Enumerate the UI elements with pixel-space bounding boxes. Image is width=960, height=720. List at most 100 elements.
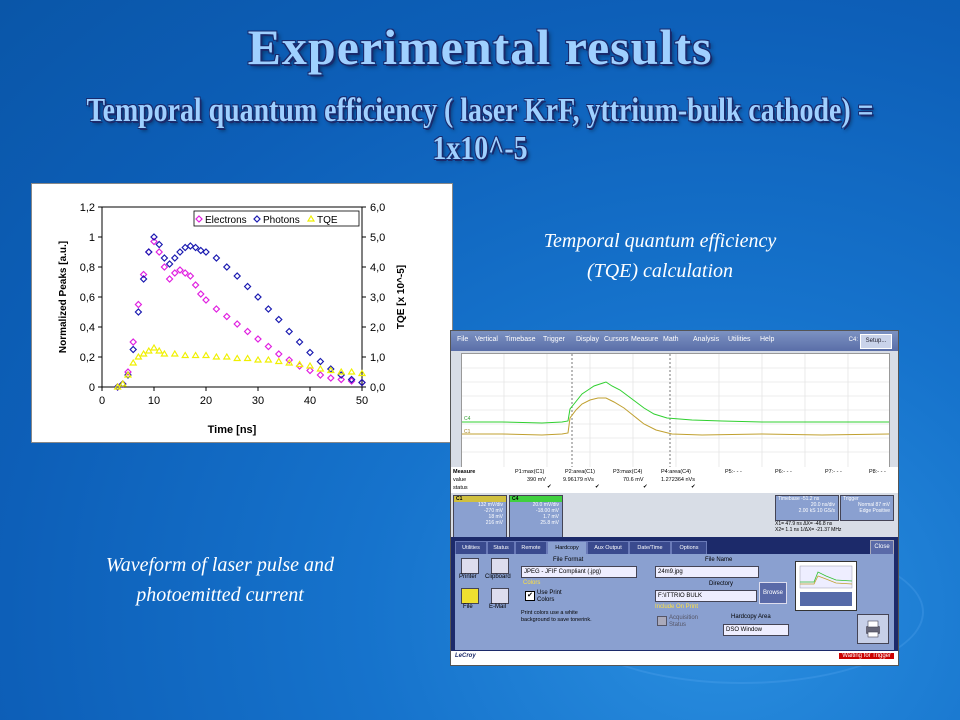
tab-aux-output[interactable]: Aux Output [587, 541, 629, 555]
menu-item-trigger[interactable]: Trigger [543, 336, 565, 343]
y2-tick-label: 2,0 [370, 322, 385, 334]
menu-item-file[interactable]: File [457, 336, 469, 343]
electrons-point [212, 305, 221, 313]
slide-title: Experimental results [247, 19, 713, 75]
tab-date-time[interactable]: Date/Time [629, 541, 671, 555]
electrons-point [202, 296, 210, 304]
y-tick-label: 0,2 [80, 352, 95, 364]
waveform-svg: C4 C1 [462, 354, 890, 467]
tab-hardcopy[interactable]: Hardcopy [547, 541, 587, 555]
status-check-icon: ✔ [595, 484, 600, 490]
acquisition-status-checkbox[interactable] [657, 616, 667, 626]
y2-tick-label: 6,0 [370, 202, 385, 214]
electrons-point [316, 371, 325, 379]
file-format-label: File Format [553, 557, 584, 563]
printer-icon[interactable] [461, 558, 479, 574]
hardcopy-area-select[interactable]: DSO Window [723, 624, 789, 636]
y-tick-label: 0,6 [80, 292, 95, 304]
hardcopy-panel: Utilities Status Remote Hardcopy Aux Out… [451, 537, 898, 651]
electrons-point [196, 290, 205, 298]
timebase-box[interactable]: Timebase -51.2 ns 20.0 ns/div 2.00 kS 10… [775, 495, 839, 521]
electrons-point [337, 375, 346, 384]
waveform-c1-gold [462, 397, 890, 436]
channel-c1-box[interactable]: C1 132 mV/div -270 mV 18 mV 216 mV [453, 495, 507, 539]
measure-value-label: value [453, 477, 467, 483]
electrons-point [326, 374, 335, 382]
file-name-label: File Name [705, 557, 733, 563]
hardcopy-body: Printer Clipboard File E-Mail File Forma… [455, 554, 894, 650]
legend-label-photons: Photons [263, 215, 300, 226]
photons-point [264, 305, 273, 313]
hardcopy-area-label: Hardcopy Area [731, 614, 771, 620]
c1-val-3: 216 mV [485, 520, 503, 526]
menu-item-utilities[interactable]: Utilities [728, 336, 751, 343]
menu-item-vertical[interactable]: Vertical [475, 336, 498, 343]
use-print-colors-checkbox[interactable]: ✔ [525, 591, 535, 601]
y2-tick-label: 5,0 [370, 232, 385, 244]
menu-item-math[interactable]: Math [663, 336, 679, 343]
y-tick-label: 1 [89, 232, 95, 244]
clipboard-icon[interactable] [491, 558, 509, 574]
menu-item-cursors[interactable]: Cursors [604, 336, 629, 343]
photons-point [233, 272, 242, 280]
measure-header-0: Measure [453, 469, 476, 475]
directory-input[interactable]: F:\ITTRIO BULK [655, 590, 757, 602]
photons-point [285, 327, 294, 336]
y2-tick-label: 4,0 [370, 262, 385, 274]
electrons-point [254, 335, 262, 343]
menu-item-display[interactable]: Display [576, 336, 599, 343]
setup-button[interactable]: Setup... [860, 334, 892, 349]
tab-status[interactable]: Status [487, 541, 515, 555]
y2-tick-label: 0,0 [370, 382, 385, 394]
print-colors-note: Print colors use a white background to s… [521, 610, 592, 623]
email-icon[interactable] [491, 588, 509, 604]
tqe-point [181, 351, 190, 359]
photons-point [316, 357, 325, 366]
email-label: E-Mail [489, 604, 507, 610]
menu-item-measure[interactable]: Measure [631, 336, 659, 343]
scope-menubar: File Vertical Timebase Trigger Display Cursor… [451, 331, 898, 351]
file-format-select[interactable]: JPEG - JFIF Compliant (.jpg) [521, 566, 637, 578]
status-check-icon: ✔ [547, 484, 552, 490]
channel-c4-box[interactable]: C4 20.0 mV/div -18.00 mV 1.7 mV 25.8 mV [509, 495, 563, 539]
electrons-point [124, 368, 132, 376]
directory-label: Directory [709, 581, 734, 587]
printer-label: Printer [459, 574, 477, 580]
menu-item-analysis[interactable]: Analysis [693, 336, 720, 343]
photons-point [165, 260, 174, 268]
menu-item-timebase[interactable]: Timebase [505, 336, 536, 343]
measure-header-2: P2:area(C1) [565, 469, 595, 475]
tqe-point [285, 358, 294, 366]
c4-val-1: -18.00 mV [535, 508, 559, 514]
caption-waveform: Waveform of laser pulse and photoemitted… [40, 550, 400, 610]
tqe-point [201, 351, 211, 359]
file-icon[interactable] [461, 588, 479, 604]
measure-value-1: 390 mV [527, 477, 546, 483]
tqe-point [337, 367, 346, 375]
tab-options[interactable]: Options [671, 541, 707, 555]
y2-tick-label: 3,0 [370, 292, 385, 304]
tab-utilities[interactable]: Utilities [455, 541, 487, 555]
trigger-val-2: Edge Positive [859, 508, 890, 514]
y-tick-label: 0,8 [80, 262, 95, 274]
measure-header-6: P6:- - - [775, 469, 792, 475]
tab-remote[interactable]: Remote [515, 541, 547, 555]
tqe-point [222, 352, 231, 360]
menu-item-help[interactable]: Help [760, 336, 775, 343]
trigger-val-0: Trigger [843, 496, 859, 502]
print-button-icon[interactable] [857, 614, 889, 644]
photons-point [176, 248, 184, 256]
browse-button[interactable]: Browse [759, 582, 787, 604]
photons-point [186, 242, 195, 250]
lecroy-logo: LeCroy [455, 653, 476, 659]
caption-tqe-line2: (TQE) calculation [586, 260, 734, 282]
close-button[interactable]: Close [870, 540, 894, 555]
photons-point [212, 254, 221, 262]
trigger-val-1: Normal 87 mV [858, 502, 890, 508]
status-check-icon: ✔ [691, 484, 696, 490]
electrons-point [306, 366, 314, 375]
scope-statusbar: LeCroy Waiting for Trigger [451, 651, 898, 665]
trigger-box[interactable]: Trigger Normal 87 mV Edge Positive [840, 495, 894, 521]
tqe-point [170, 349, 179, 357]
file-name-input[interactable]: 24m9.jpg [655, 566, 759, 578]
